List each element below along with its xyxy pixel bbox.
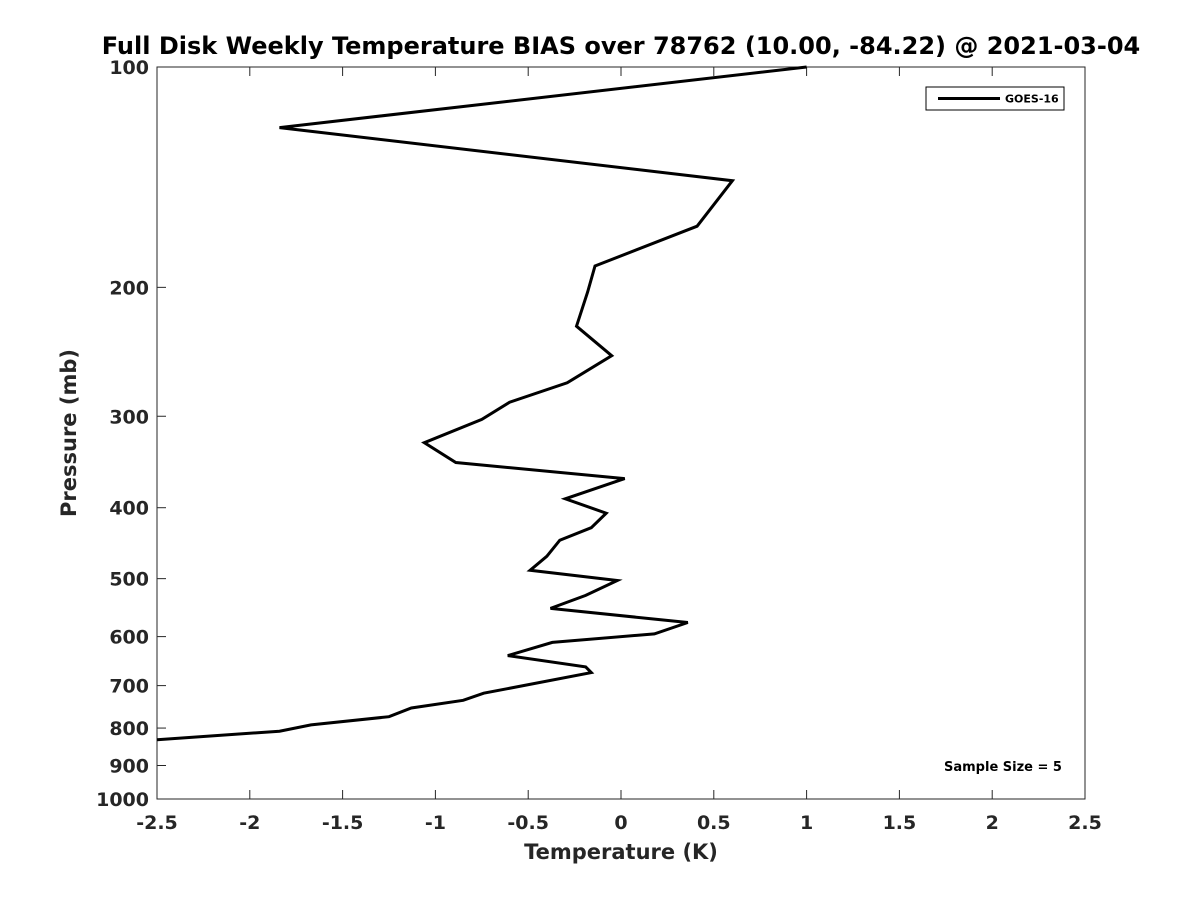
legend: GOES-16 — [925, 86, 1065, 111]
x-tick-label: 2 — [986, 812, 999, 834]
y-tick-label: 900 — [109, 756, 149, 778]
legend-label-goes-16: GOES-16 — [1005, 93, 1059, 106]
y-tick-label: 300 — [109, 406, 149, 428]
x-tick-label: -1.5 — [322, 812, 364, 834]
y-tick-label: 400 — [109, 498, 149, 520]
y-tick-label: 500 — [109, 569, 149, 591]
x-tick-label: 2.5 — [1068, 812, 1102, 834]
y-tick-label: 200 — [109, 277, 149, 299]
plot-area — [156, 66, 1086, 800]
x-tick-label: -1 — [425, 812, 446, 834]
y-tick-label: 700 — [109, 676, 149, 698]
y-tick-label: 600 — [109, 627, 149, 649]
x-tick-label: 1.5 — [883, 812, 917, 834]
x-tick-label: 0 — [614, 812, 627, 834]
series-line-goes-16 — [156, 65, 807, 742]
x-tick-label: 1 — [800, 812, 813, 834]
x-tick-label: -0.5 — [507, 812, 549, 834]
chart-title: Full Disk Weekly Temperature BIAS over 7… — [102, 32, 1141, 60]
sample-size-annotation: Sample Size = 5 — [944, 760, 1062, 775]
y-tick-label: 1000 — [96, 789, 149, 811]
x-axis-ticks: -2.5 -2 -1.5 -1 -0.5 0 0.5 1 1.5 2 2.5 — [136, 67, 1102, 834]
y-axis-label: Pressure (mb) — [57, 349, 81, 517]
x-tick-label: -2.5 — [136, 812, 178, 834]
x-tick-label: -2 — [239, 812, 260, 834]
y-tick-label: 800 — [109, 718, 149, 740]
y-axis-ticks: 100 200 300 400 500 600 700 800 900 1000 — [96, 57, 166, 811]
y-tick-label: 100 — [109, 57, 149, 79]
x-axis-label: Temperature (K) — [524, 840, 718, 864]
x-tick-label: 0.5 — [697, 812, 731, 834]
